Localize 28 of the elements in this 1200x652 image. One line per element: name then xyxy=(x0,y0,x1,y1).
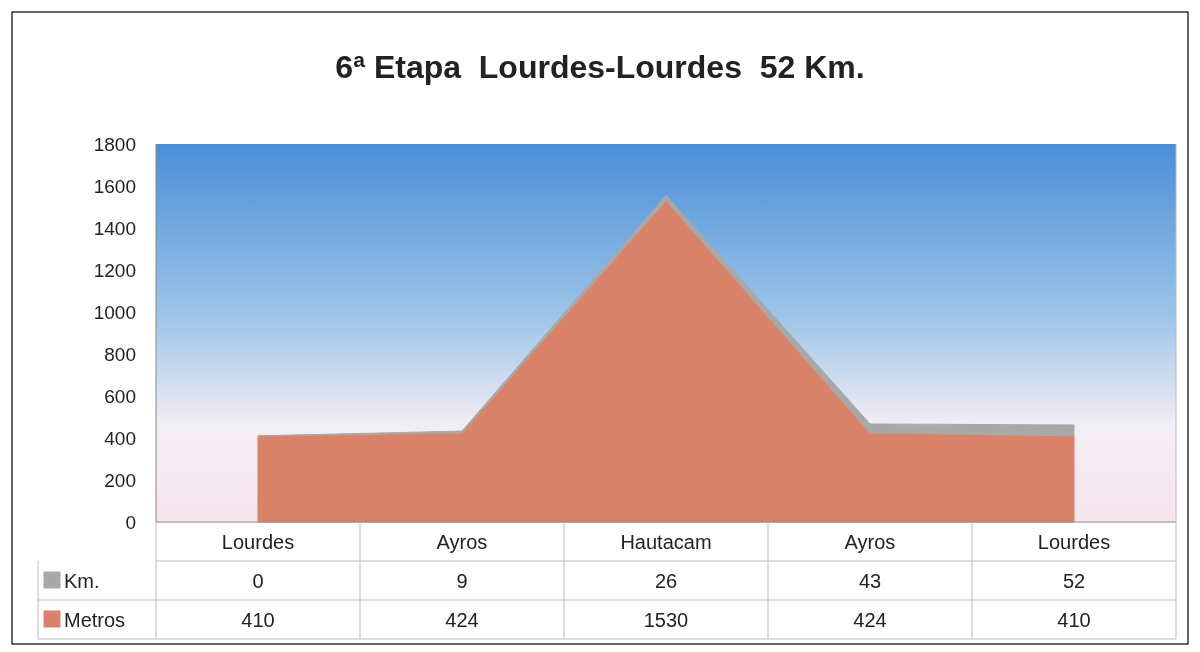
data-label: 1530 xyxy=(643,608,689,631)
x-tick-label: Lourdes xyxy=(1037,530,1111,553)
y-tick-label: 1400 xyxy=(93,217,136,239)
y-tick-label: 400 xyxy=(104,427,136,449)
data-label: 424 xyxy=(445,608,479,631)
x-tick-label: Lourdes xyxy=(221,530,295,553)
legend-label: Metros xyxy=(64,608,126,631)
y-tick-label: 800 xyxy=(104,343,136,365)
data-label: 0 xyxy=(252,569,264,592)
y-tick-label: 1200 xyxy=(93,259,136,281)
y-tick-label: 0 xyxy=(125,511,136,533)
data-label: 43 xyxy=(858,569,882,592)
y-tick-label: 200 xyxy=(104,469,136,491)
y-tick-label: 600 xyxy=(104,385,136,407)
x-tick-label: Ayros xyxy=(844,530,896,553)
data-label: 410 xyxy=(241,608,275,631)
data-label: 424 xyxy=(853,608,887,631)
legend-label: Km. xyxy=(64,569,100,592)
data-label: 52 xyxy=(1062,569,1086,592)
y-tick-label: 1000 xyxy=(93,301,136,323)
y-tick-label: 1600 xyxy=(93,175,136,197)
x-tick-label: Ayros xyxy=(436,530,488,553)
y-tick-label: 1800 xyxy=(93,133,136,155)
x-tick-label: Hautacam xyxy=(620,530,712,553)
data-label: 26 xyxy=(654,569,678,592)
data-label: 410 xyxy=(1057,608,1091,631)
chart-title: 6ª Etapa Lourdes-Lourdes 52 Km. xyxy=(335,49,865,85)
data-label: 9 xyxy=(456,569,468,592)
